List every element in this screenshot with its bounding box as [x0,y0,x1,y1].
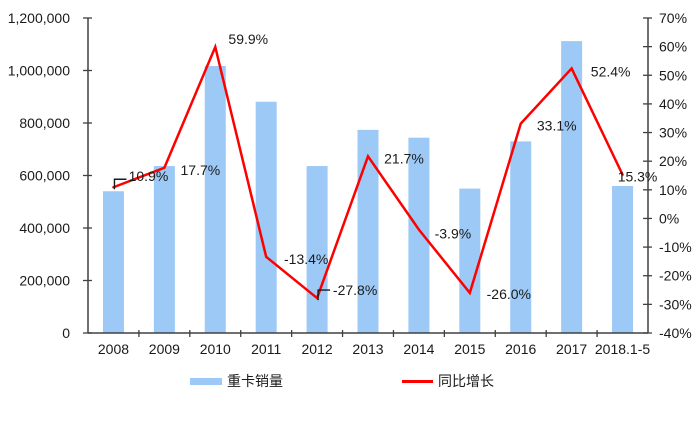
x-axis-label: 2018.1-5 [595,341,650,357]
bar-2012 [306,166,328,333]
growth-line [112,42,624,301]
legend-bar-swatch [190,377,222,385]
bar-2014 [408,137,430,333]
x-axis-label: 2017 [556,341,587,357]
x-axis-label: 2014 [403,341,434,357]
x-axis-label: 2016 [505,341,536,357]
point-label: 15.3% [618,169,658,185]
right-axis-label: 20% [659,153,687,169]
right-axis-label: -20% [659,268,692,284]
label-leader [317,289,331,301]
legend-line-swatch [402,379,433,383]
point-label: 59.9% [228,31,268,47]
point-label: 17.7% [181,162,221,178]
right-axis-label: 60% [659,39,687,55]
legend-item-growth: 同比增长 [402,372,494,390]
left-axis-label: 1,000,000 [8,63,70,79]
right-axis-label: -10% [659,239,692,255]
legend-item-sales: 重卡销量 [190,372,283,390]
bar-2015 [459,188,481,333]
bar-2009 [153,166,175,333]
x-axis-label: 2010 [200,341,231,357]
bar-2008 [102,191,124,333]
point-label: -3.9% [435,226,472,242]
x-axis-label: 2015 [454,341,485,357]
bar-2017 [561,41,583,333]
bar-2018.1-5 [612,186,634,333]
bar-2010 [204,66,226,333]
label-leader [113,178,127,190]
point-label: -26.0% [487,286,531,302]
right-axis-label: 0% [659,210,679,226]
legend-label-growth: 同比增长 [438,373,494,389]
x-axis-label: 2012 [302,341,333,357]
bar-2013 [357,129,379,333]
chart-legend: 重卡销量 同比增长 [0,372,700,392]
point-label: 33.1% [537,118,577,134]
bar-2011 [255,101,277,333]
left-axis-label: 400,000 [19,220,70,236]
left-axis-label: 200,000 [19,273,70,289]
point-label: -27.8% [333,282,377,298]
right-axis-label: -40% [659,325,692,341]
legend-label-sales: 重卡销量 [227,373,283,389]
point-label: -13.4% [284,251,328,267]
x-axis-label: 2009 [149,341,180,357]
right-axis-label: 30% [659,125,687,141]
point-label: 52.4% [591,63,631,79]
right-axis-label: 70% [659,10,687,26]
left-axis-label: 600,000 [19,168,70,184]
left-axis-label: 800,000 [19,115,70,131]
right-axis-label: 10% [659,182,687,198]
bar-2016 [510,141,532,333]
left-axis-label: 1,200,000 [8,10,70,26]
right-axis-label: 50% [659,67,687,83]
x-axis-label: 2008 [98,341,129,357]
point-label: 10.9% [129,168,169,184]
left-axis-label: 0 [62,325,70,341]
point-label: 21.7% [384,150,424,166]
right-axis-label: 40% [659,96,687,112]
x-axis-label: 2011 [251,341,281,357]
x-axis-label: 2013 [352,341,383,357]
right-axis-label: -30% [659,296,692,312]
